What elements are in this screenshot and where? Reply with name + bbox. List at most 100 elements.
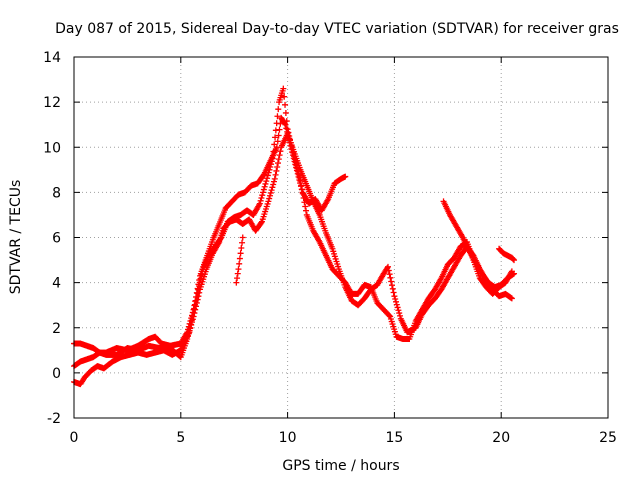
data-point bbox=[194, 296, 201, 303]
data-point bbox=[259, 192, 266, 199]
data-point bbox=[511, 257, 518, 264]
data-point bbox=[274, 160, 281, 167]
data-point bbox=[397, 312, 404, 319]
data-point bbox=[271, 175, 278, 182]
data-point bbox=[301, 199, 308, 206]
data-point bbox=[189, 319, 196, 326]
data-point bbox=[188, 321, 195, 328]
data-point bbox=[392, 295, 399, 302]
y-tick-label: 6 bbox=[52, 231, 61, 247]
plot-area bbox=[71, 85, 518, 388]
data-point bbox=[510, 256, 517, 263]
y-tick-label: -2 bbox=[47, 411, 61, 427]
data-point bbox=[268, 187, 275, 194]
data-point bbox=[260, 189, 267, 196]
data-point bbox=[258, 195, 265, 202]
data-point bbox=[276, 126, 283, 133]
data-point bbox=[395, 307, 402, 314]
data-point bbox=[256, 200, 263, 207]
chart-title: Day 087 of 2015, Sidereal Day-to-day VTE… bbox=[55, 21, 619, 37]
data-point bbox=[511, 270, 518, 277]
data-point bbox=[185, 330, 192, 337]
data-point bbox=[272, 171, 279, 178]
data-point bbox=[300, 195, 307, 202]
data-point bbox=[236, 255, 243, 262]
data-point bbox=[267, 163, 274, 170]
data-point bbox=[196, 289, 203, 296]
data-point bbox=[276, 152, 283, 159]
data-point bbox=[192, 306, 199, 313]
x-tick-label: 20 bbox=[492, 430, 510, 446]
data-point bbox=[274, 138, 281, 145]
data-point bbox=[274, 113, 281, 120]
data-point bbox=[298, 182, 305, 189]
data-point bbox=[389, 285, 396, 292]
data-point bbox=[281, 93, 288, 100]
data-point bbox=[195, 293, 202, 300]
data-point bbox=[238, 245, 245, 252]
data-point bbox=[283, 118, 290, 125]
data-point bbox=[271, 141, 278, 148]
data-point bbox=[270, 181, 277, 188]
data-point bbox=[393, 298, 400, 305]
data-point bbox=[258, 219, 265, 226]
data-point bbox=[282, 101, 289, 108]
y-tick-label: 4 bbox=[52, 276, 61, 292]
data-point bbox=[388, 282, 395, 289]
data-point bbox=[282, 109, 289, 116]
data-point bbox=[282, 121, 289, 128]
data-point bbox=[239, 239, 246, 246]
data-point bbox=[273, 167, 280, 174]
data-point bbox=[190, 313, 197, 320]
data-point bbox=[387, 274, 394, 281]
data-point bbox=[262, 180, 269, 187]
data-point bbox=[274, 163, 281, 170]
data-point bbox=[270, 178, 277, 185]
y-tick-label: 2 bbox=[52, 321, 61, 337]
data-point bbox=[295, 171, 302, 178]
x-tick-label: 25 bbox=[599, 430, 617, 446]
data-point bbox=[396, 310, 403, 317]
data-point bbox=[272, 127, 279, 134]
data-point bbox=[385, 267, 392, 274]
data-point bbox=[268, 158, 275, 165]
data-point bbox=[260, 186, 267, 193]
data-point bbox=[268, 161, 275, 168]
series-track-2 bbox=[71, 85, 515, 388]
y-tick-label: 10 bbox=[43, 140, 61, 156]
data-point bbox=[239, 234, 246, 241]
data-point bbox=[273, 120, 280, 127]
data-point bbox=[299, 190, 306, 197]
data-point bbox=[283, 125, 290, 132]
x-tick-label: 10 bbox=[279, 430, 297, 446]
data-point bbox=[264, 172, 271, 179]
y-tick-label: 14 bbox=[43, 50, 61, 66]
data-point bbox=[187, 324, 194, 331]
data-point bbox=[386, 312, 393, 319]
x-tick-label: 0 bbox=[70, 430, 79, 446]
data-point bbox=[235, 266, 242, 273]
series-track-3 bbox=[71, 130, 515, 370]
data-point bbox=[236, 260, 243, 267]
data-point bbox=[299, 186, 306, 193]
data-point bbox=[234, 270, 241, 277]
data-point bbox=[277, 148, 284, 155]
data-point bbox=[237, 250, 244, 257]
data-point bbox=[191, 310, 198, 317]
data-point bbox=[193, 303, 200, 310]
data-point bbox=[390, 289, 397, 296]
axis-ticks: 0 5 10 15 20 25 -2 0 2 4 6 8 10 12 14 bbox=[43, 50, 617, 446]
data-point bbox=[234, 275, 241, 282]
data-point bbox=[391, 293, 398, 300]
data-point bbox=[394, 304, 401, 311]
data-point bbox=[266, 166, 273, 173]
y-axis-label: SDTVAR / TECUs bbox=[8, 180, 24, 295]
data-point bbox=[384, 263, 391, 270]
data-point bbox=[269, 184, 276, 191]
data-point bbox=[272, 134, 279, 141]
data-point bbox=[342, 173, 349, 180]
plot-frame bbox=[73, 56, 609, 419]
data-point bbox=[193, 299, 200, 306]
y-tick-label: 0 bbox=[52, 366, 61, 382]
